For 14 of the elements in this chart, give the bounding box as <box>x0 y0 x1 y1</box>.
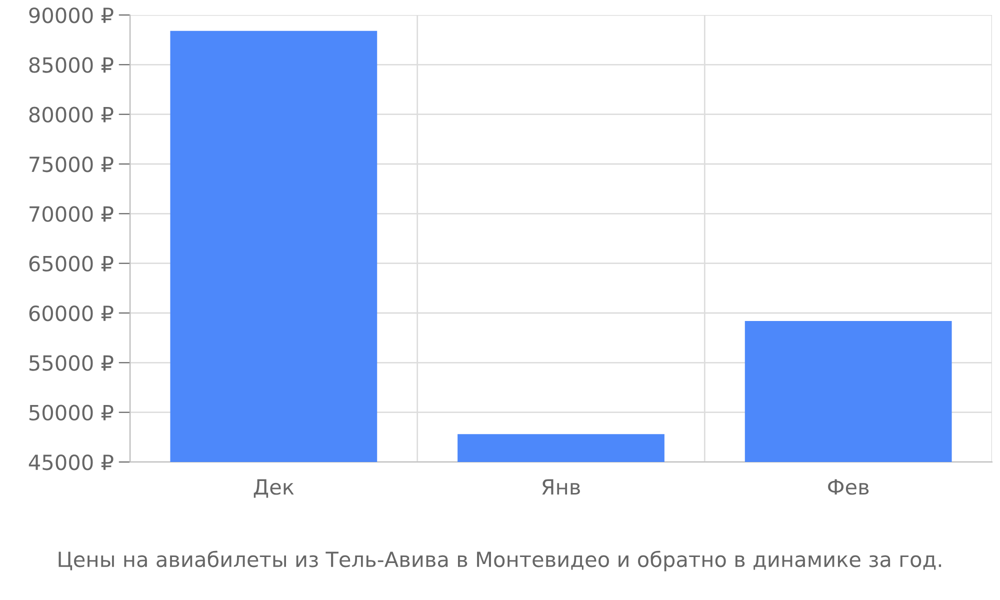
y-tick-label: 90000 ₽ <box>29 7 114 24</box>
y-tick-label: 70000 ₽ <box>30 206 114 222</box>
y-tick-label: 75000 ₽ <box>30 156 114 172</box>
y-tick-label: 50000 ₽ <box>29 404 114 421</box>
y-tick-label: 60000 ₽ <box>29 305 114 322</box>
y-tick-label: 45000 ₽ <box>28 454 114 470</box>
x-tick-label: Янв <box>542 479 580 494</box>
y-tick-label: 65000 ₽ <box>29 256 114 272</box>
x-tick-label: Дек <box>254 479 294 498</box>
y-tick-label: 80000 ₽ <box>29 106 114 123</box>
text: Цены на авиабилеты из Тель-Авива в Монтевидео и обратно в динамике за год. <box>58 550 942 572</box>
y-tick-label: 85000 ₽ <box>29 57 114 73</box>
y-tick-label: 55000 ₽ <box>29 355 114 371</box>
x-tick-label: Фев <box>828 479 869 495</box>
